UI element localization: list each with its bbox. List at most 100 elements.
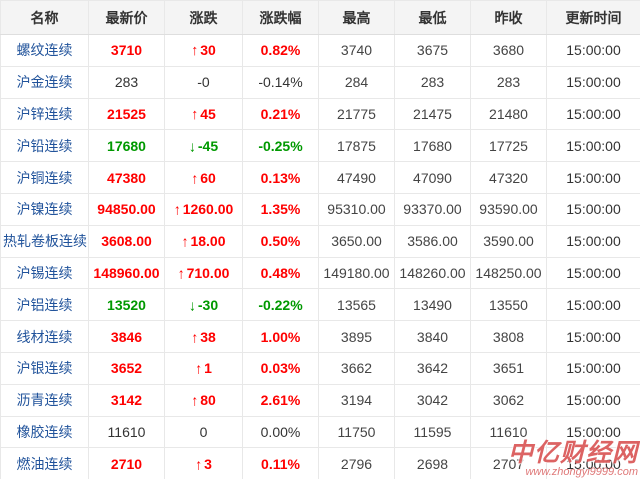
up-arrow-icon: ↑ xyxy=(191,328,199,345)
cell-update-time: 15:00:00 xyxy=(546,161,640,194)
cell-update-time: 15:00:00 xyxy=(546,97,640,131)
cell-name[interactable]: 沪镍连续 xyxy=(0,192,89,226)
cell-low: 47090 xyxy=(394,161,471,194)
cell-high: 3194 xyxy=(318,383,395,417)
cell-name[interactable]: 沪锌连续 xyxy=(0,97,89,131)
cell-name[interactable]: 螺纹连续 xyxy=(0,34,89,67)
col-header-last: 最新价 xyxy=(88,0,165,35)
cell-change: ↑ 60 xyxy=(164,161,243,194)
up-arrow-icon: ↑ xyxy=(191,41,199,59)
cell-name[interactable]: 沥青连续 xyxy=(0,383,89,417)
table-row: 沪铝连续 13520 ↓ -30 -0.22% 13565 13490 13550 15:00:… xyxy=(0,288,640,322)
col-header-time: 更新时间 xyxy=(546,0,640,35)
col-header-high: 最高 xyxy=(318,0,395,35)
cell-low: 93370.00 xyxy=(394,192,471,226)
table-row: 热轧卷板连续 3608.00 ↑ 18.00 0.50% 3650.00 3586.00 35… xyxy=(0,224,640,258)
table-row: 沪银连续 3652 ↑ 1 0.03% 3662 3642 3651 15:00:00 xyxy=(0,351,640,385)
cell-low: 3675 xyxy=(394,34,471,67)
down-arrow-icon: ↓ xyxy=(188,296,196,314)
cell-low: 11595 xyxy=(394,415,471,449)
cell-low: 21475 xyxy=(394,97,471,131)
up-arrow-icon: ↑ xyxy=(191,105,199,123)
cell-name[interactable]: 沪银连续 xyxy=(0,351,89,385)
cell-name[interactable]: 沪金连续 xyxy=(0,65,89,99)
header-row: 名称 最新价 涨跌 涨跌幅 最高 最低 昨收 更新时间 xyxy=(0,0,640,35)
cell-prev-close: 47320 xyxy=(470,161,547,194)
cell-high: 21775 xyxy=(318,97,395,131)
cell-name[interactable]: 线材连续 xyxy=(0,320,89,353)
up-arrow-icon: ↑ xyxy=(181,232,189,250)
table-row: 沪锡连续 148960.00 ↑ 710.00 0.48% 149180.00 148260… xyxy=(0,256,640,290)
table-row: 螺纹连续 3710 ↑ 30 0.82% 3740 3675 3680 15:00:00 xyxy=(0,34,640,67)
cell-update-time: 15:00:00 xyxy=(546,192,640,226)
cell-last-price: 283 xyxy=(88,65,165,99)
cell-change: ↑ 38 xyxy=(164,320,243,353)
table-row: 沪锌连续 21525 ↑ 45 0.21% 21775 21475 21480 15:00:00 xyxy=(0,97,640,131)
cell-prev-close: 17725 xyxy=(470,129,547,163)
cell-last-price: 3846 xyxy=(88,320,165,353)
cell-last-price: 3608.00 xyxy=(88,224,165,258)
cell-prev-close: 148250.00 xyxy=(470,256,547,290)
col-header-low: 最低 xyxy=(394,0,471,35)
cell-low: 3586.00 xyxy=(394,224,471,258)
cell-low: 3042 xyxy=(394,383,471,417)
cell-prev-close: 11610 xyxy=(470,415,547,449)
up-arrow-icon: ↑ xyxy=(191,169,199,186)
cell-change-pct: 0.21% xyxy=(242,97,319,131)
cell-change: ↑ 3 xyxy=(164,447,243,479)
cell-last-price: 11610 xyxy=(88,415,165,449)
cell-update-time: 15:00:00 xyxy=(546,383,640,417)
cell-name[interactable]: 橡胶连续 xyxy=(0,415,89,449)
cell-change: ↑ 30 xyxy=(164,34,243,67)
cell-change-pct: -0.25% xyxy=(242,129,319,163)
down-arrow-icon: ↓ xyxy=(188,137,196,155)
cell-update-time: 15:00:00 xyxy=(546,65,640,99)
cell-low: 283 xyxy=(394,65,471,99)
up-arrow-icon: ↑ xyxy=(195,359,203,377)
cell-prev-close: 2707 xyxy=(470,447,547,479)
cell-change-pct: 1.35% xyxy=(242,192,319,226)
cell-change: ↑ 1260.00 xyxy=(164,192,243,226)
cell-change-pct: 0.00% xyxy=(242,415,319,449)
cell-prev-close: 3062 xyxy=(470,383,547,417)
up-arrow-icon: ↑ xyxy=(177,264,185,282)
cell-prev-close: 13550 xyxy=(470,288,547,322)
cell-high: 3895 xyxy=(318,320,395,353)
cell-change-pct: -0.22% xyxy=(242,288,319,322)
cell-high: 17875 xyxy=(318,129,395,163)
cell-change: ↑ 80 xyxy=(164,383,243,417)
cell-change: ↓ -45 xyxy=(164,129,243,163)
col-header-pct: 涨跌幅 xyxy=(242,0,319,35)
col-header-change: 涨跌 xyxy=(164,0,243,35)
cell-change: ↑ 45 xyxy=(164,97,243,131)
cell-low: 13490 xyxy=(394,288,471,322)
cell-low: 17680 xyxy=(394,129,471,163)
cell-low: 2698 xyxy=(394,447,471,479)
cell-update-time: 15:00:00 xyxy=(546,224,640,258)
cell-change-pct: 0.03% xyxy=(242,351,319,385)
cell-update-time: 15:00:00 xyxy=(546,129,640,163)
table-row: 线材连续 3846 ↑ 38 1.00% 3895 3840 3808 15:00:00 xyxy=(0,320,640,353)
cell-prev-close: 93590.00 xyxy=(470,192,547,226)
table-row: 沥青连续 3142 ↑ 80 2.61% 3194 3042 3062 15:00:00 xyxy=(0,383,640,417)
cell-prev-close: 21480 xyxy=(470,97,547,131)
cell-high: 2796 xyxy=(318,447,395,479)
cell-name[interactable]: 沪铝连续 xyxy=(0,288,89,322)
cell-low: 3840 xyxy=(394,320,471,353)
cell-name[interactable]: 燃油连续 xyxy=(0,447,89,479)
cell-high: 284 xyxy=(318,65,395,99)
cell-name[interactable]: 沪锡连续 xyxy=(0,256,89,290)
table-row: 沪金连续 283 -0 -0.14% 284 283 283 15:00:00 xyxy=(0,65,640,99)
up-arrow-icon: ↑ xyxy=(195,455,203,473)
cell-name[interactable]: 沪铜连续 xyxy=(0,161,89,194)
cell-last-price: 47380 xyxy=(88,161,165,194)
cell-change: ↑ 1 xyxy=(164,351,243,385)
cell-prev-close: 283 xyxy=(470,65,547,99)
cell-prev-close: 3680 xyxy=(470,34,547,67)
cell-update-time: 15:00:00 xyxy=(546,447,640,479)
cell-name[interactable]: 沪铅连续 xyxy=(0,129,89,163)
cell-name[interactable]: 热轧卷板连续 xyxy=(0,224,89,258)
cell-update-time: 15:00:00 xyxy=(546,351,640,385)
